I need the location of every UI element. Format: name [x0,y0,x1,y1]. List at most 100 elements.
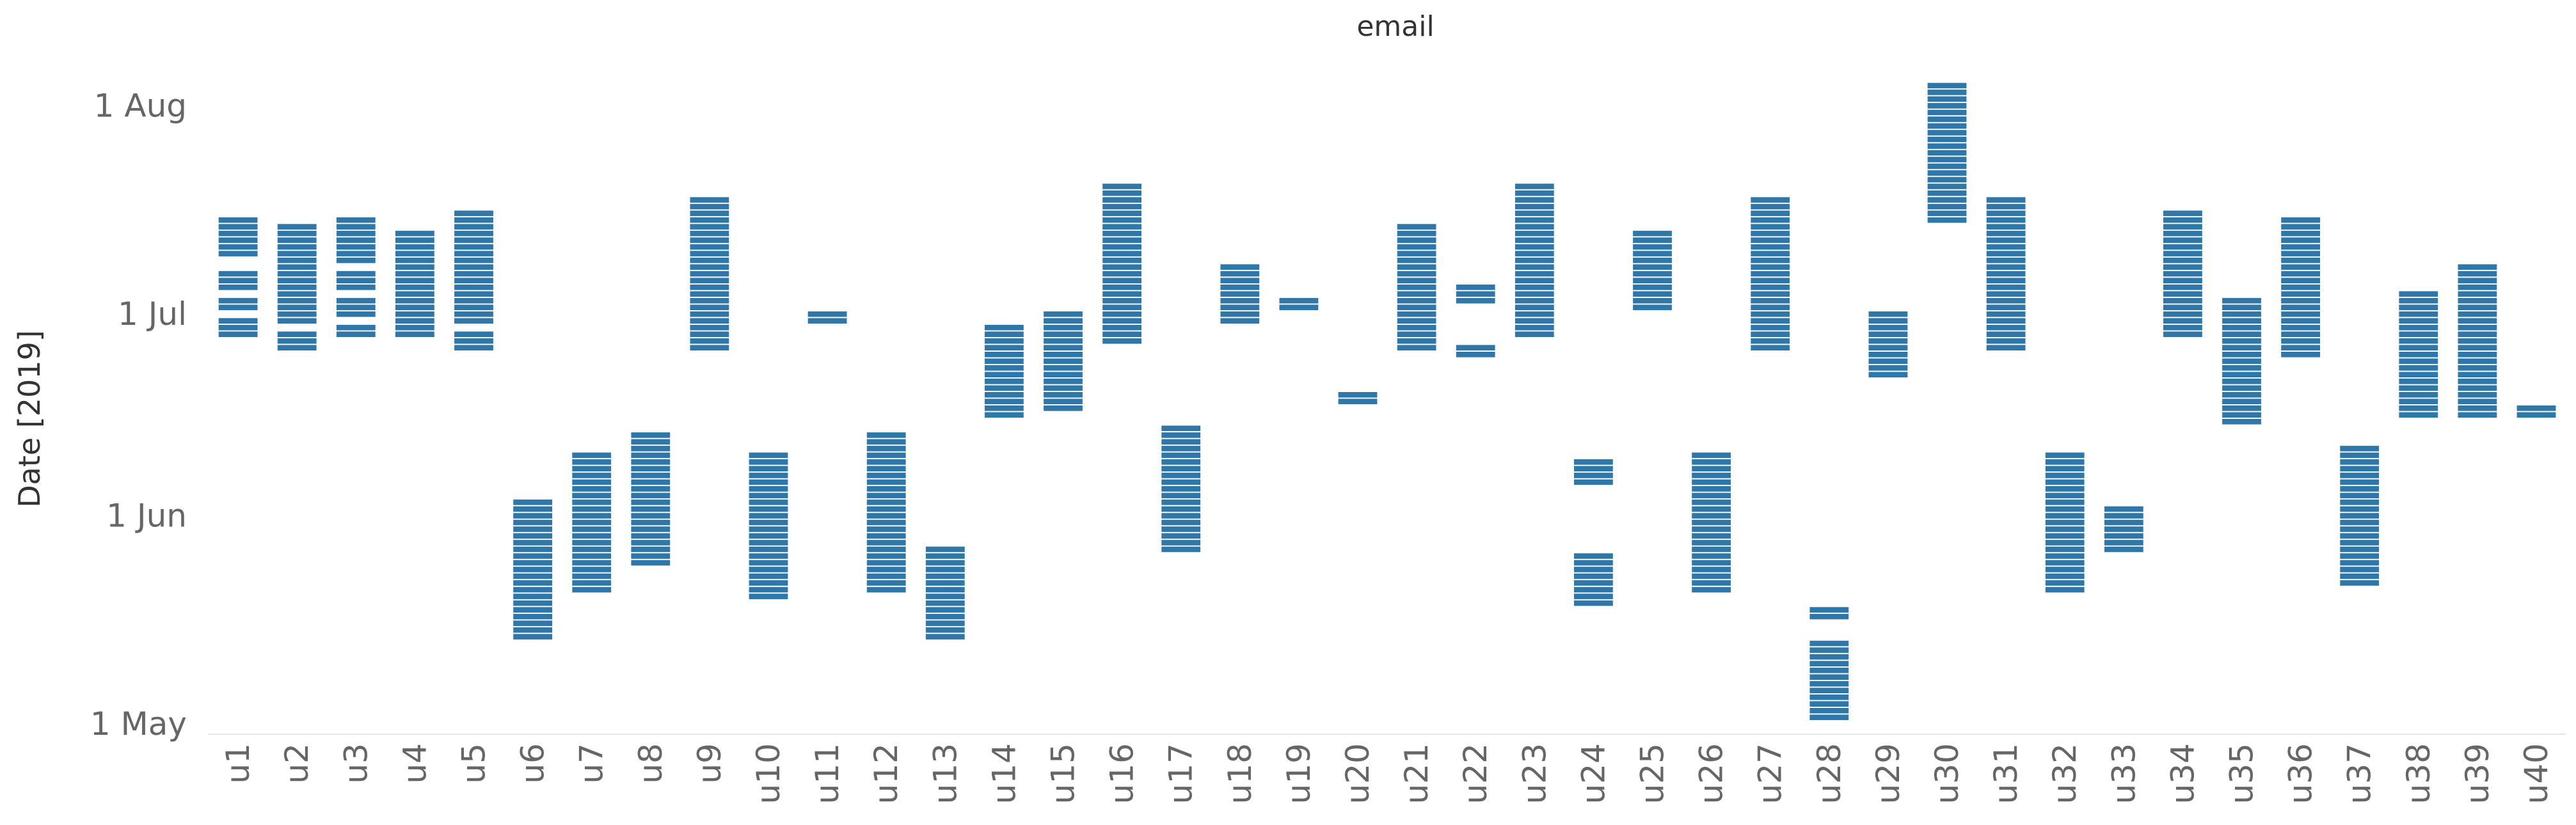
email-mark [1161,432,1201,438]
email-mark [218,224,258,230]
email-mark [1809,714,1849,720]
email-mark [513,513,552,519]
email-mark [631,452,671,459]
email-mark [749,526,788,532]
email-mark [2458,379,2497,384]
email-mark [2045,573,2085,579]
email-mark [985,358,1024,365]
user-column-u35 [2222,297,2261,425]
email-mark [1751,217,1790,223]
email-mark [1397,251,1436,256]
email-mark [866,506,906,512]
user-column-u17 [1161,425,1201,553]
email-mark [2163,291,2202,297]
email-mark [454,230,493,237]
x-tick-label: u30 [1928,743,1966,804]
email-mark [1751,324,1790,331]
email-mark [690,237,729,243]
email-mark [1692,513,1731,519]
email-mark [1751,230,1790,237]
email-mark [2340,540,2380,546]
email-mark [1986,278,2026,283]
email-mark [1751,197,1790,203]
email-mark [2281,251,2320,256]
email-mark [1574,479,1613,485]
email-mark [749,519,788,526]
email-mark [1751,251,1790,256]
email-mark [2458,352,2497,358]
email-mark [1044,405,1083,411]
email-mark [749,567,788,572]
email-mark [336,311,376,317]
email-mark [1751,278,1790,283]
email-mark [1751,291,1790,297]
email-mark [454,264,493,270]
email-mark [985,365,1024,371]
email-mark [2222,318,2261,324]
email-mark [631,540,671,546]
y-axis: 1 Aug 1 Jul 1 Jun 1 May [90,87,187,742]
email-mark [572,573,612,579]
email-mark [2163,331,2202,337]
email-mark [690,230,729,237]
email-mark [2458,345,2497,350]
email-mark [1456,297,1495,304]
email-mark [866,439,906,445]
email-mark [513,573,552,579]
email-mark [2340,479,2380,485]
email-mark [2458,398,2497,405]
email-mark [2222,311,2261,317]
email-mark [2458,278,2497,283]
email-mark [1927,163,1967,169]
email-mark [1751,345,1790,350]
user-column-u28 [1809,607,1849,720]
email-mark [2281,237,2320,243]
email-mark [1102,197,1141,203]
email-mark [1220,284,1260,290]
email-mark [690,251,729,256]
email-mark [2399,372,2438,378]
email-mark [336,257,376,263]
email-mark [513,553,552,559]
email-mark [2104,513,2143,519]
email-mark [2399,291,2438,297]
email-mark [866,492,906,499]
email-mark [631,446,671,452]
email-mark [1397,345,1436,350]
email-mark [2399,405,2438,411]
email-mark [1809,701,1849,707]
email-mark [1751,224,1790,230]
email-mark [277,345,317,350]
email-mark [2340,446,2380,452]
email-mark [1927,82,1967,89]
user-column-u33 [2104,506,2143,553]
email-mark [2458,358,2497,365]
email-mark [2340,466,2380,472]
email-mark [1574,553,1613,559]
email-mark [2222,405,2261,411]
email-mark [2163,237,2202,243]
email-mark [2399,324,2438,331]
email-mark [2222,358,2261,365]
email-mark [395,297,434,304]
email-mark [1044,372,1083,378]
email-mark [2222,297,2261,304]
email-mark [2222,419,2261,425]
email-mark [1574,466,1613,472]
email-mark [2458,392,2497,398]
email-mark [631,546,671,553]
email-mark [1986,304,2026,310]
email-mark [1633,264,1672,270]
email-mark [2045,473,2085,478]
email-mark [866,459,906,465]
email-mark [1986,311,2026,317]
email-mark [454,251,493,256]
email-mark [1397,338,1436,344]
x-tick-label: u15 [1044,743,1081,804]
email-mark [1397,324,1436,331]
email-mark [572,519,612,526]
email-mark [572,459,612,465]
email-mark [925,607,965,613]
y-tick-label: 1 Jul [118,295,187,333]
email-mark [277,237,317,243]
